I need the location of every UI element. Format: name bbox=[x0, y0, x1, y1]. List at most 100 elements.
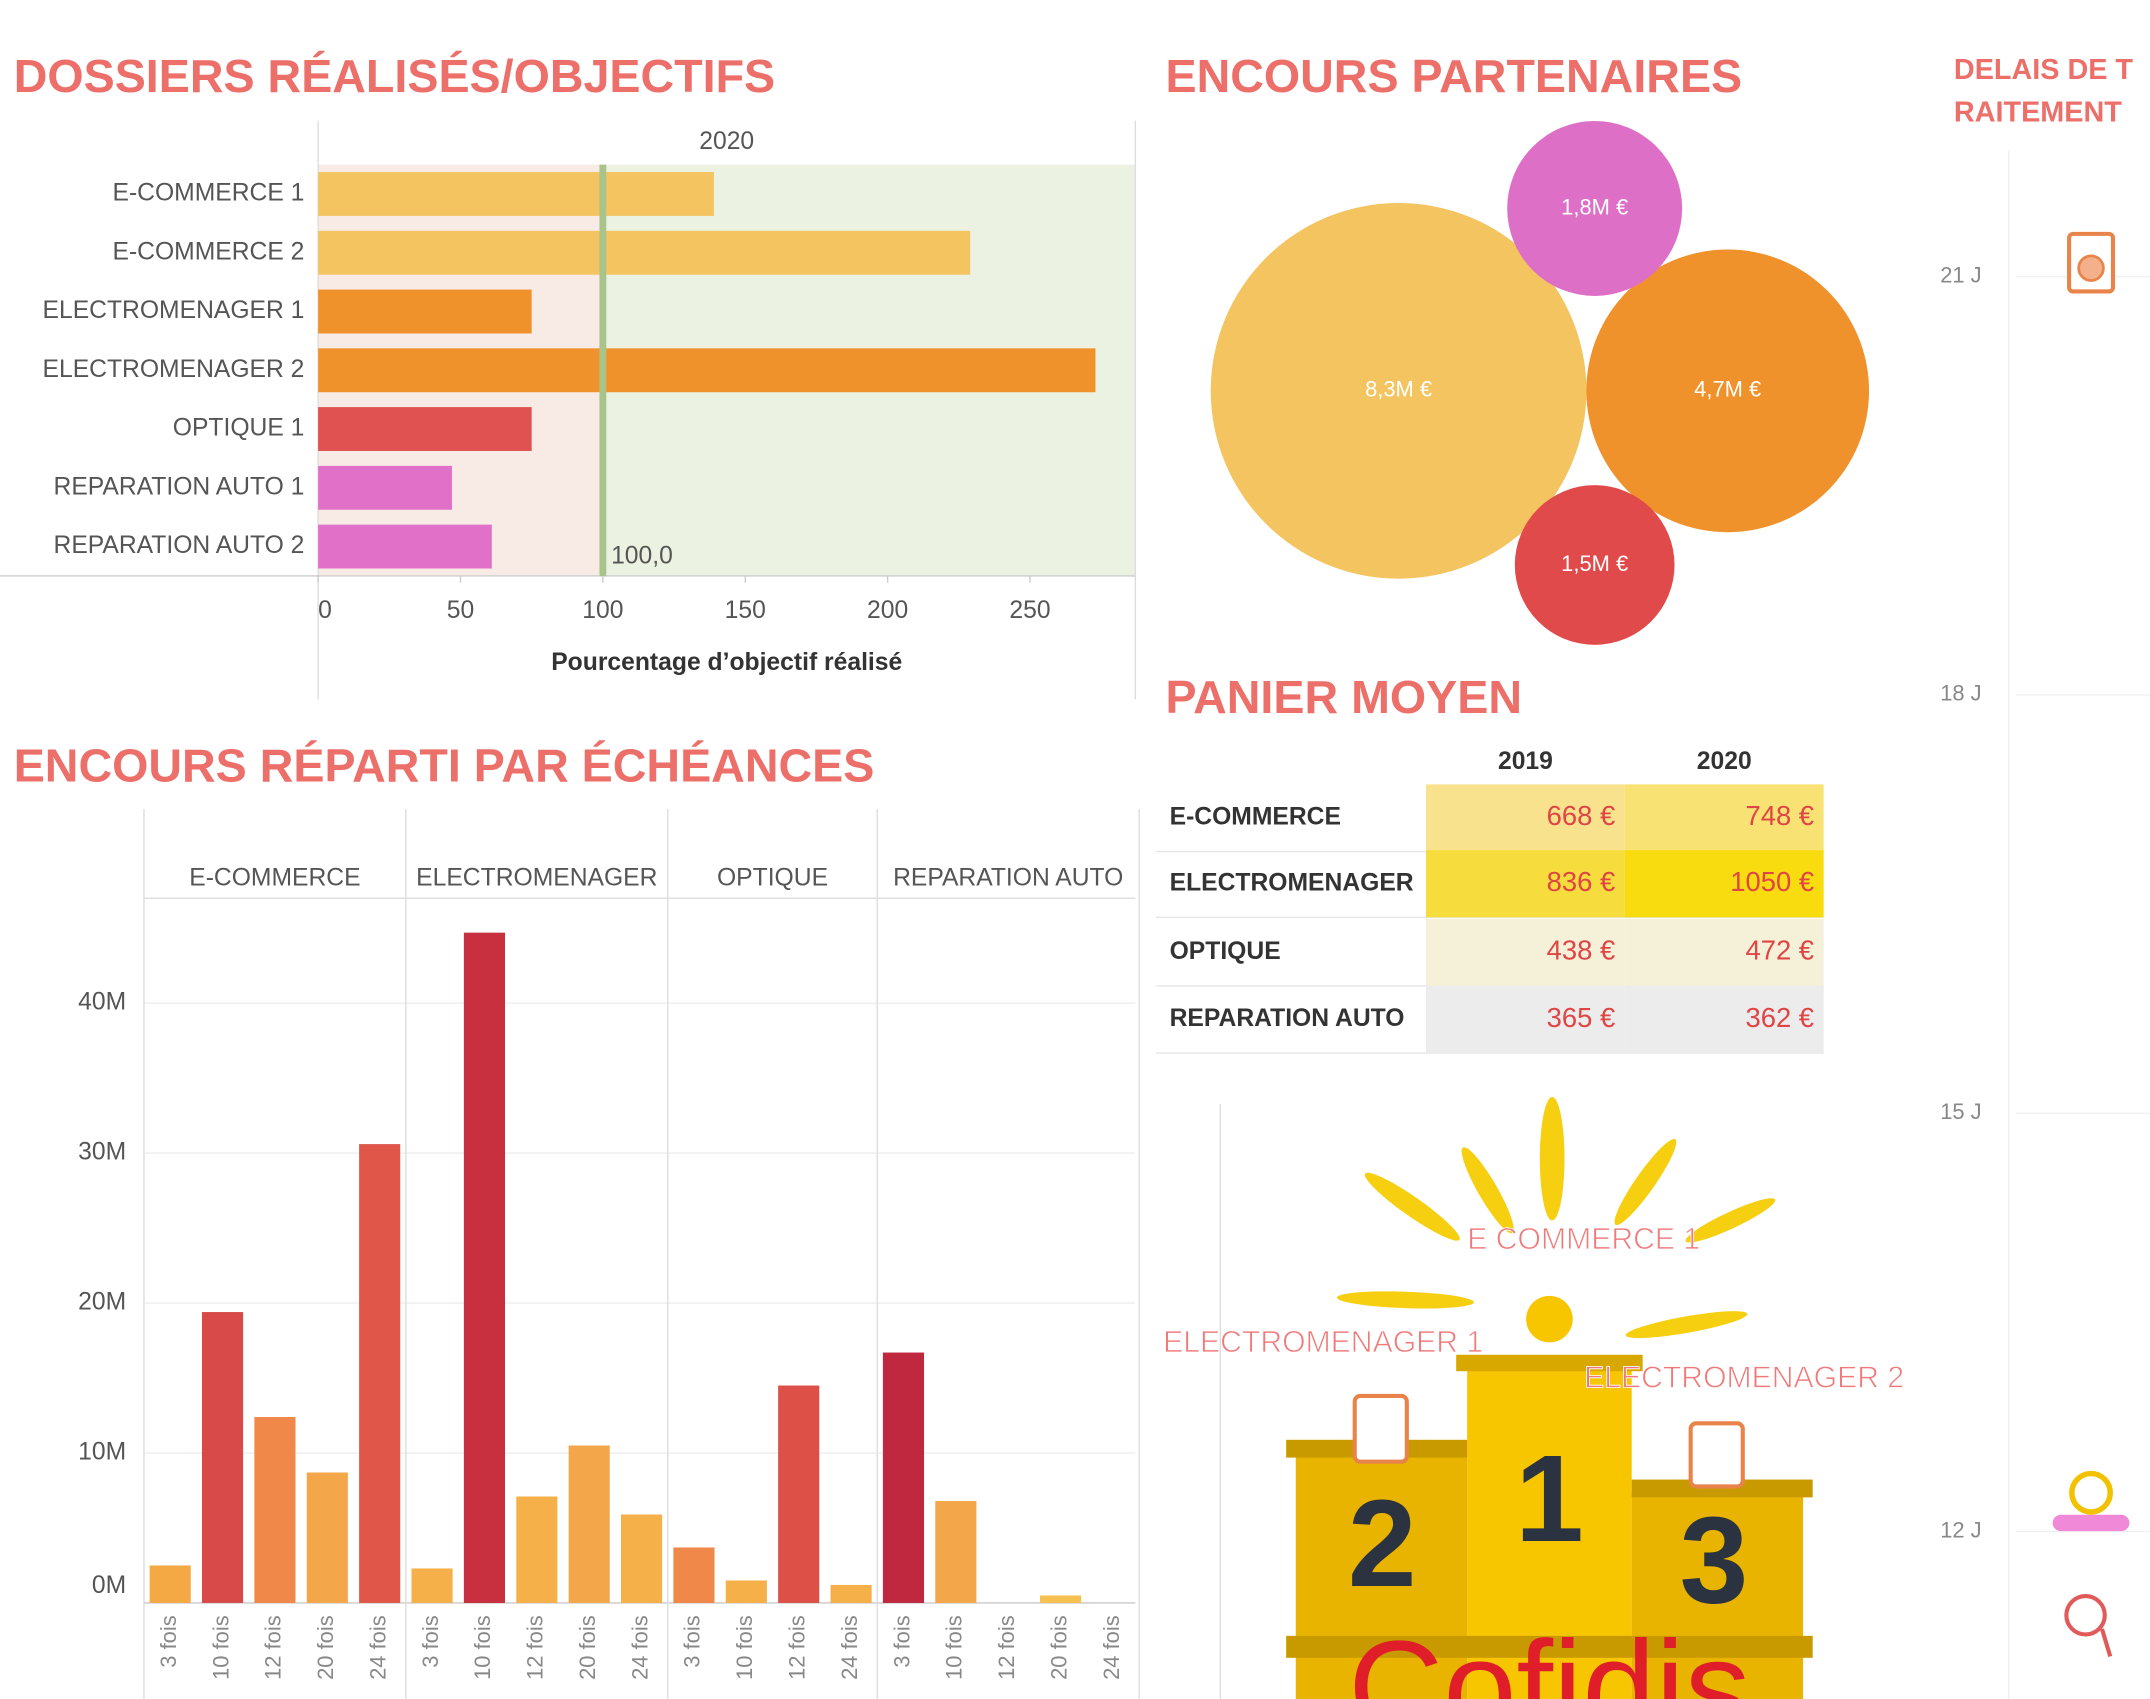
x-tick-label: 150 bbox=[725, 597, 766, 624]
bar bbox=[1040, 1595, 1081, 1602]
bar bbox=[150, 1565, 191, 1602]
y-tick-label: REPARATION AUTO 2 bbox=[54, 532, 305, 559]
header: 2020 bbox=[699, 128, 754, 155]
x-tick-label: 0 bbox=[318, 597, 332, 624]
row-label: REPARATION AUTO bbox=[1170, 1005, 1405, 1032]
podium-label: ELECTROMENAGER 1 bbox=[1163, 1326, 1483, 1359]
cell-value: 748 € bbox=[1745, 800, 1814, 831]
x-tick-label: 3 fois bbox=[680, 1615, 705, 1667]
bar bbox=[673, 1547, 714, 1602]
bar bbox=[318, 348, 1095, 392]
facet-label: E-COMMERCE bbox=[189, 864, 360, 891]
x-tick-label: 3 fois bbox=[418, 1615, 443, 1667]
chart-title: DOSSIERS RÉALISÉS/OBJECTIFS bbox=[14, 50, 775, 102]
x-tick-label: 20 fois bbox=[1046, 1615, 1071, 1680]
y-tick-label: 20M bbox=[78, 1289, 126, 1316]
chart-title: RAITEMENT bbox=[1954, 96, 2122, 128]
bar bbox=[831, 1585, 872, 1603]
facet-label: ELECTROMENAGER bbox=[416, 864, 657, 891]
x-tick-label: 10 fois bbox=[732, 1615, 757, 1680]
cell-value: 1050 € bbox=[1730, 866, 1814, 897]
bar bbox=[254, 1417, 295, 1603]
e-badge bbox=[2072, 1474, 2110, 1512]
bar bbox=[318, 290, 532, 334]
y-tick-label: ELECTROMENAGER 2 bbox=[43, 356, 305, 383]
x-tick-label: 12 fois bbox=[785, 1615, 810, 1680]
rank: 1 bbox=[1515, 1430, 1584, 1568]
bar bbox=[318, 466, 452, 510]
x-tick-label: 24 fois bbox=[1099, 1615, 1124, 1680]
y-tick-label: E-COMMERCE 2 bbox=[112, 238, 304, 265]
car-body bbox=[2053, 1515, 2130, 1531]
bubble-label: 1,8M € bbox=[1561, 194, 1628, 219]
row-label: E-COMMERCE bbox=[1170, 803, 1341, 830]
bubble-label: 4,7M € bbox=[1694, 377, 1761, 402]
bar bbox=[318, 231, 970, 275]
x-tick-label: 12 fois bbox=[523, 1615, 548, 1680]
x-tick-label: 200 bbox=[867, 597, 908, 624]
washer-icon bbox=[1691, 1423, 1743, 1486]
podium-label: ELECTROMENAGER 2 bbox=[1584, 1361, 1904, 1394]
column-header: 2019 bbox=[1498, 748, 1553, 775]
bar bbox=[202, 1312, 243, 1603]
cell-value: 668 € bbox=[1547, 800, 1616, 831]
y-tick-label: REPARATION AUTO 1 bbox=[54, 473, 305, 500]
x-tick-label: 20 fois bbox=[313, 1615, 338, 1680]
bar bbox=[569, 1446, 610, 1603]
x-tick-label: 3 fois bbox=[156, 1615, 181, 1667]
bar bbox=[411, 1568, 452, 1602]
bar bbox=[318, 525, 492, 569]
brand: Cofidis bbox=[1348, 1613, 1750, 1699]
x-axis-label: Pourcentage d’objectif réalisé bbox=[551, 649, 902, 676]
cell-value: 362 € bbox=[1745, 1002, 1814, 1033]
rank: 3 bbox=[1680, 1492, 1749, 1630]
podium-icon bbox=[1526, 1296, 1573, 1343]
y-tick-label: 18 J bbox=[1940, 681, 1981, 706]
chart-title: ENCOURS RÉPARTI PAR ÉCHÉANCES bbox=[14, 740, 875, 792]
x-tick-label: 10 fois bbox=[208, 1615, 233, 1680]
bubble-label: 8,3M € bbox=[1365, 377, 1432, 402]
y-tick-label: 0M bbox=[92, 1572, 126, 1599]
y-tick-label: 10M bbox=[78, 1439, 126, 1466]
bar bbox=[318, 172, 714, 216]
x-tick-label: 24 fois bbox=[627, 1615, 652, 1680]
podium-label: E COMMERCE 1 bbox=[1467, 1223, 1700, 1256]
bar bbox=[516, 1496, 557, 1602]
bar bbox=[726, 1580, 767, 1602]
row-label: ELECTROMENAGER bbox=[1170, 869, 1414, 896]
x-tick-label: 10 fois bbox=[470, 1615, 495, 1680]
y-tick-label: 12 J bbox=[1940, 1517, 1981, 1542]
y-tick-label: 15 J bbox=[1940, 1099, 1981, 1124]
facet-label: REPARATION AUTO bbox=[893, 864, 1123, 891]
y-tick-label: ELECTROMENAGER 1 bbox=[43, 297, 305, 324]
x-tick-label: 12 fois bbox=[994, 1615, 1019, 1680]
dashboard: 1 2 3 Cofidis E COMMERCE 1 ELECTROMENAGE… bbox=[0, 0, 2150, 1699]
x-tick-label: 50 bbox=[447, 597, 474, 624]
washer-door bbox=[2079, 256, 2104, 281]
y-tick-label: 40M bbox=[78, 989, 126, 1016]
washer-icon bbox=[1355, 1396, 1407, 1462]
chart-title: DELAIS DE T bbox=[1954, 54, 2134, 86]
cell-value: 472 € bbox=[1745, 935, 1814, 966]
bar bbox=[621, 1514, 662, 1602]
cell-value: 836 € bbox=[1547, 866, 1616, 897]
chart-title: ENCOURS PARTENAIRES bbox=[1165, 50, 1742, 102]
x-tick-label: 20 fois bbox=[575, 1615, 600, 1680]
bar bbox=[359, 1144, 400, 1603]
x-tick-label: 12 fois bbox=[261, 1615, 286, 1680]
x-tick-label: 24 fois bbox=[365, 1615, 390, 1680]
column-header: 2020 bbox=[1697, 748, 1752, 775]
y-tick-label: E-COMMERCE 1 bbox=[112, 179, 304, 206]
bar bbox=[464, 933, 505, 1603]
table-title: PANIER MOYEN bbox=[1165, 671, 1522, 723]
rank: 2 bbox=[1348, 1475, 1417, 1613]
y-tick-label: OPTIQUE 1 bbox=[173, 415, 305, 442]
x-tick-label: 250 bbox=[1009, 597, 1050, 624]
x-tick-label: 10 fois bbox=[942, 1615, 967, 1680]
bar bbox=[935, 1501, 976, 1603]
page: 1 2 3 Cofidis E COMMERCE 1 ELECTROMENAGE… bbox=[0, 0, 2150, 1699]
icon-point bbox=[2069, 234, 2113, 292]
bar bbox=[778, 1386, 819, 1603]
x-tick-label: 100 bbox=[582, 597, 623, 624]
reference-label: 100,0 bbox=[611, 542, 673, 569]
